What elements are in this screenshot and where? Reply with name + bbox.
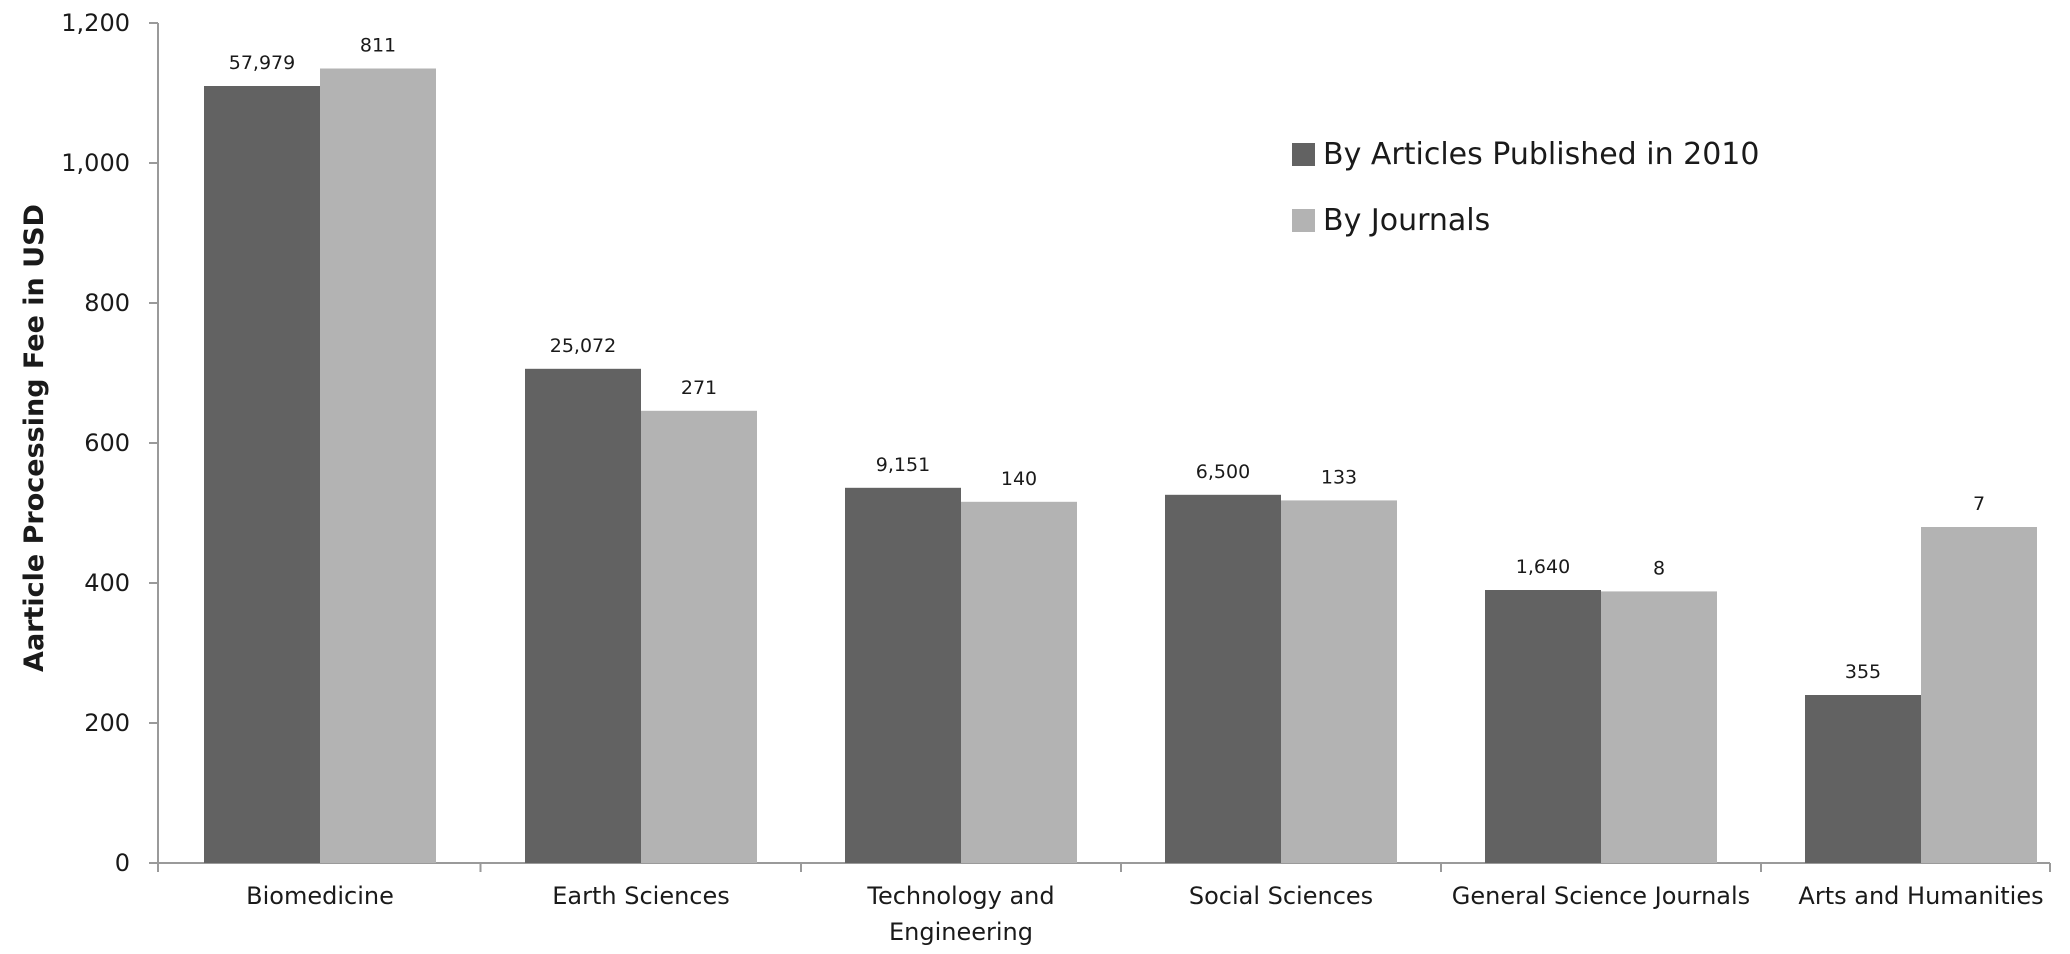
data-labels: 57,979 25,072 9,151 6,500 1,640 355 811 271 140 1… — [229, 35, 1985, 684]
legend: By Articles Published in 2010 By Journals — [1292, 137, 1759, 238]
y-tick-label: 400 — [84, 569, 130, 597]
legend-swatch — [1292, 143, 1315, 166]
y-tick-label: 1,000 — [61, 149, 130, 177]
x-category-label: Arts and Humanities — [1798, 882, 2043, 910]
bar-journals — [320, 68, 436, 863]
bar-data-label: 1,640 — [1516, 556, 1570, 578]
bar-data-label: 7 — [1973, 493, 1985, 515]
bar-data-label: 133 — [1321, 466, 1357, 488]
x-category-label: Social Sciences — [1189, 882, 1373, 910]
x-category-label: Earth Sciences — [552, 882, 730, 910]
bar-data-label: 9,151 — [876, 454, 930, 476]
bar-data-label: 25,072 — [550, 335, 616, 357]
bar-data-label: 811 — [360, 35, 396, 57]
bar-articles — [1805, 695, 1921, 863]
x-category-label: Biomedicine — [246, 882, 394, 910]
bar-journals — [1921, 527, 2037, 863]
y-tick-label: 0 — [115, 849, 130, 877]
bar-data-label: 8 — [1653, 557, 1665, 579]
bar-journals — [1281, 500, 1397, 863]
bar-journals — [961, 501, 1077, 863]
bar-articles — [525, 368, 641, 863]
bar-data-label: 6,500 — [1196, 461, 1250, 483]
y-tick-label: 600 — [84, 429, 130, 457]
y-axis-title: Aarticle Processing Fee in USD — [19, 204, 50, 672]
y-tick-label: 1,200 — [61, 9, 130, 37]
x-category-label: Technology and Engineering — [866, 882, 1054, 946]
bar-data-label: 271 — [681, 377, 717, 399]
legend-label: By Articles Published in 2010 — [1323, 137, 1759, 172]
bars — [204, 68, 2037, 863]
y-tick-label: 800 — [84, 289, 130, 317]
bar-articles — [1165, 494, 1281, 863]
axes: 0 200 400 600 800 1,000 1,200 Biomedicine Earth … — [61, 9, 2051, 946]
bar-articles — [845, 487, 961, 863]
y-tick-label: 200 — [84, 709, 130, 737]
bar-articles — [1485, 590, 1601, 863]
bar-journals — [1601, 591, 1717, 863]
bar-articles — [204, 86, 320, 863]
bar-data-label: 57,979 — [229, 52, 295, 74]
bar-journals — [641, 410, 757, 863]
bar-data-label: 140 — [1001, 468, 1037, 490]
legend-label: By Journals — [1323, 203, 1490, 238]
bar-data-label: 355 — [1845, 661, 1881, 683]
x-category-label: General Science Journals — [1452, 882, 1750, 910]
legend-swatch — [1292, 209, 1315, 232]
